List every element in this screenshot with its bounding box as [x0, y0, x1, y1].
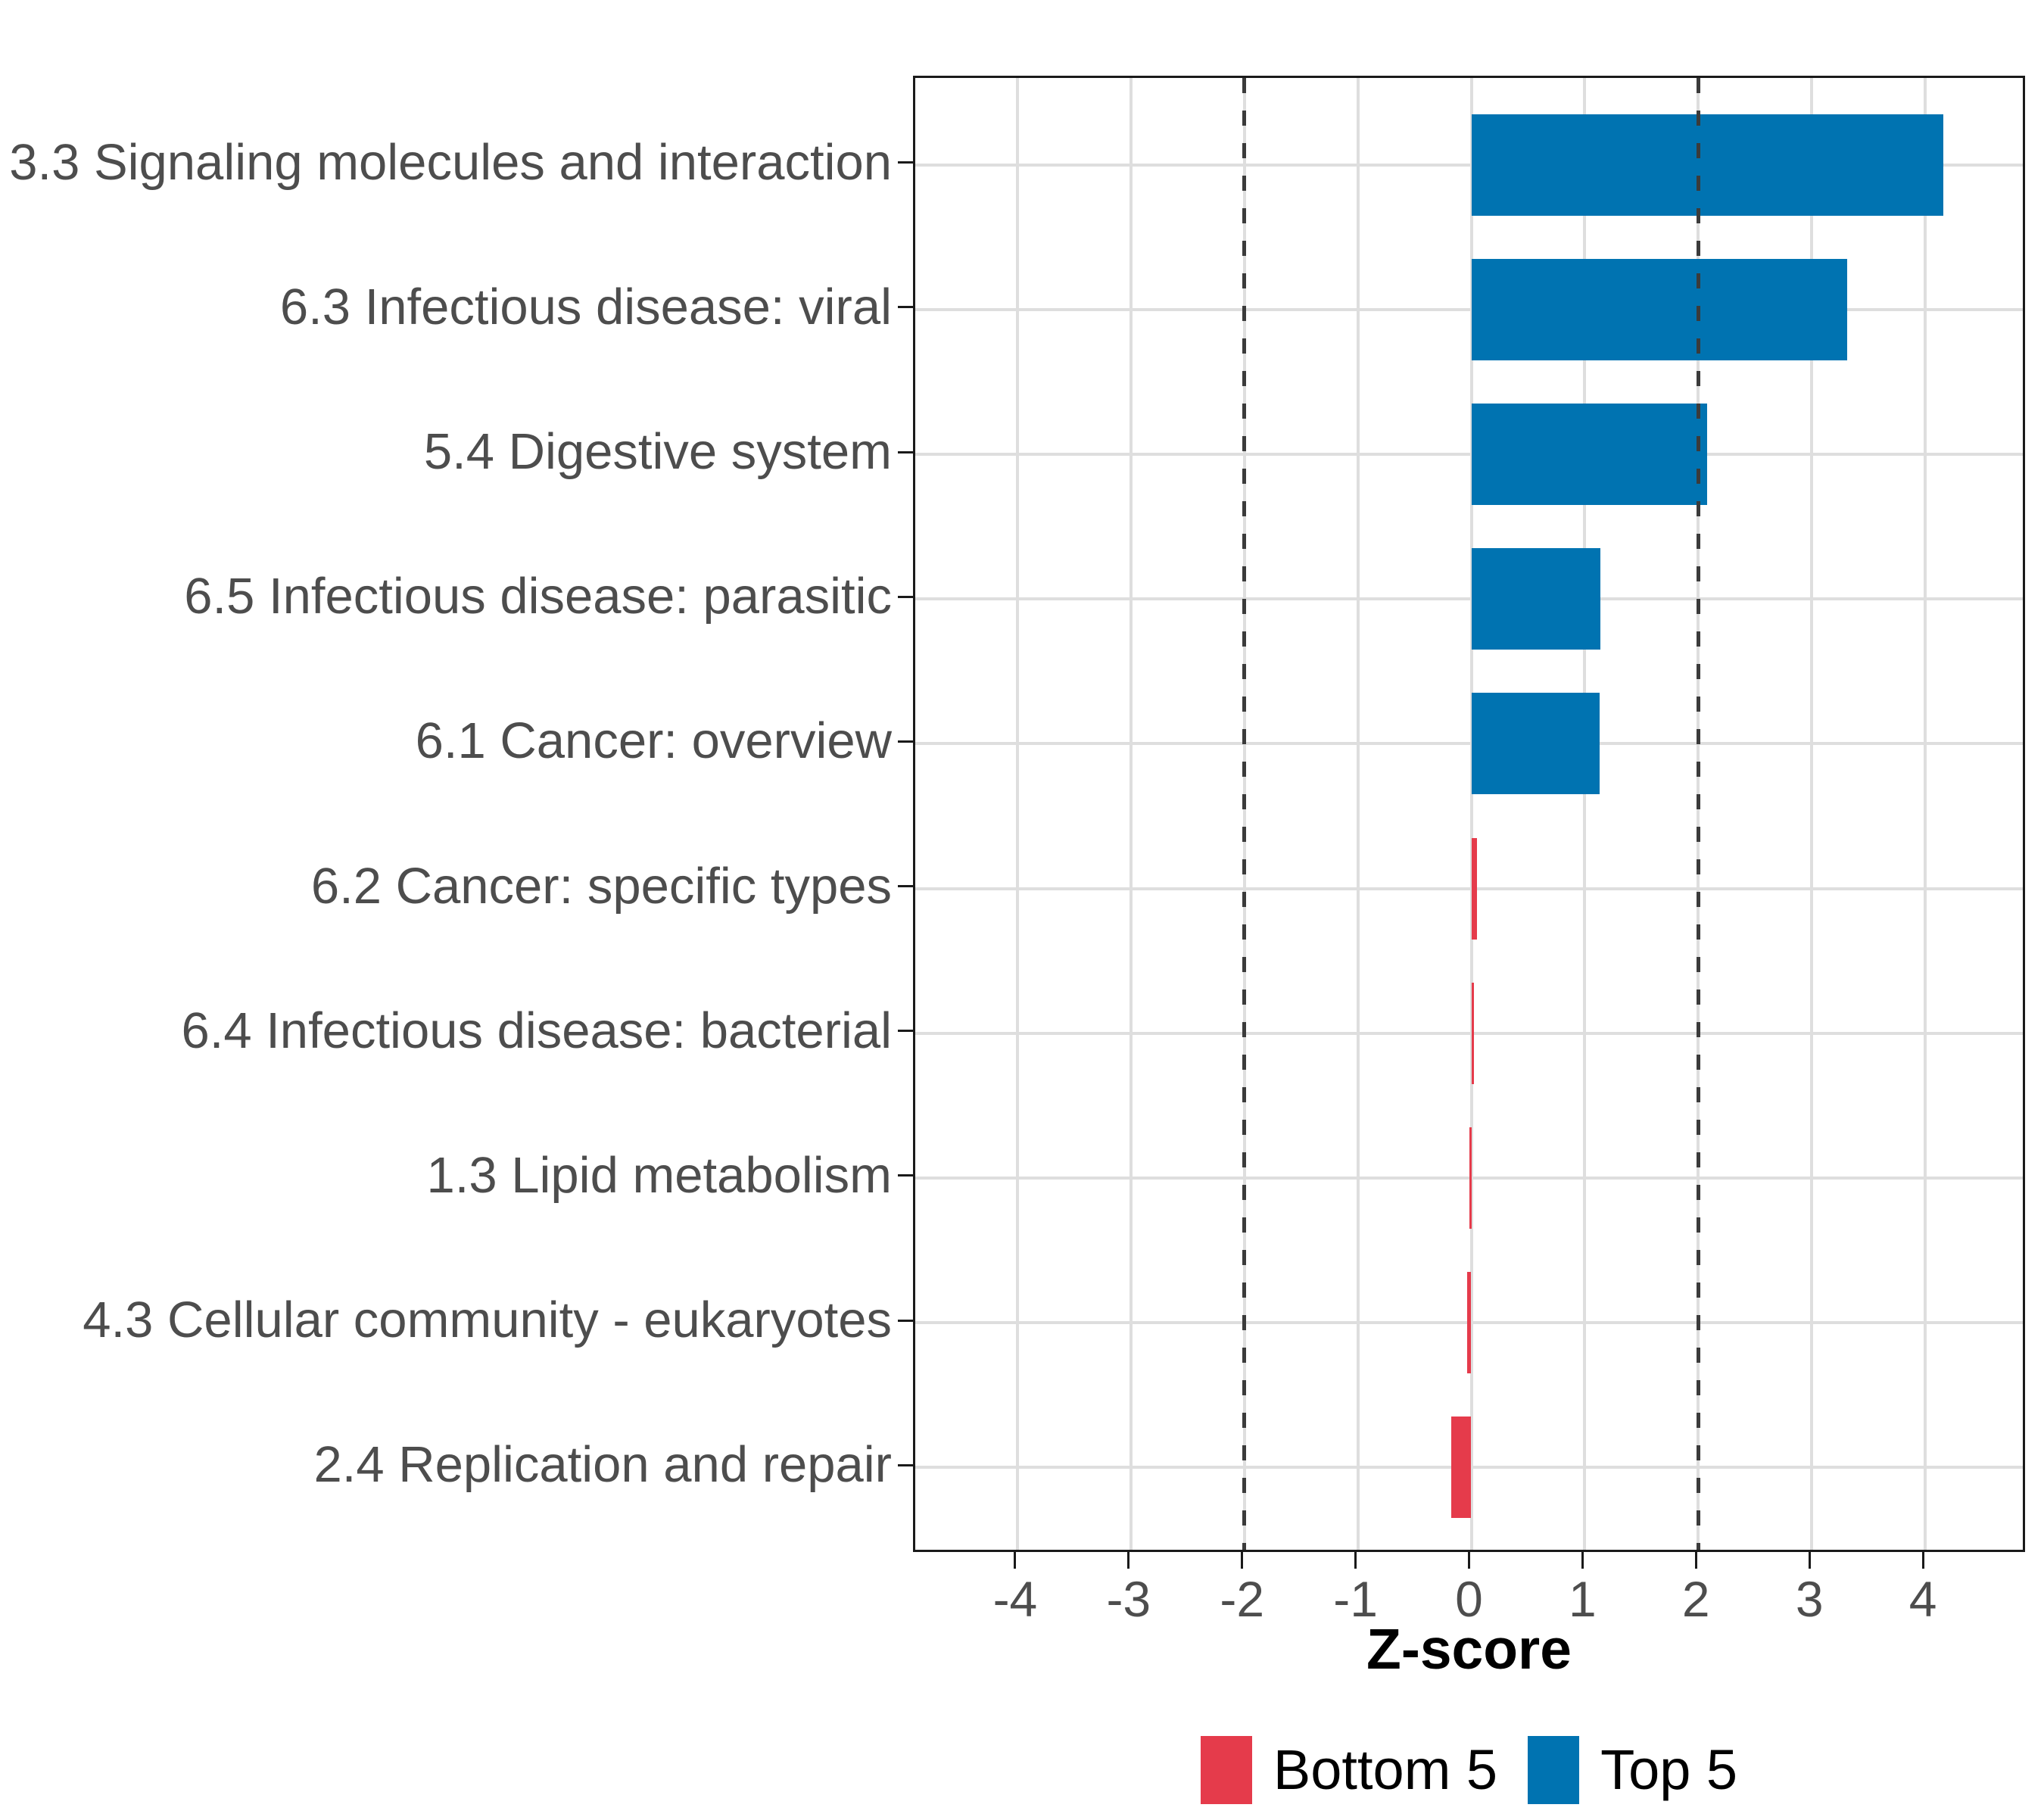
legend: Bottom 5 Top 5: [913, 1736, 2025, 1804]
x-tick-label: 1: [1569, 1571, 1597, 1627]
y-tick: [898, 885, 913, 888]
category-label: 6.2 Cancer: specific types: [310, 857, 892, 915]
grid-line-y: [915, 597, 2023, 601]
x-tick: [1241, 1552, 1244, 1569]
grid-line-x--3: [1129, 78, 1133, 1550]
grid-line-y: [915, 163, 2023, 167]
bar-6: [1471, 837, 1477, 940]
legend-label: Top 5: [1600, 1738, 1738, 1801]
y-tick: [898, 306, 913, 309]
category-label: 3.3 Signaling molecules and interaction: [9, 133, 892, 191]
x-tick: [1127, 1552, 1130, 1569]
x-tick-label: 4: [1908, 1571, 1937, 1627]
legend-entry: Top 5: [1528, 1736, 1737, 1804]
bar-7: [1471, 982, 1474, 1084]
bar-3: [1471, 404, 1708, 506]
x-tick-label: -2: [1220, 1571, 1265, 1627]
grid-line-y: [915, 453, 2023, 457]
grid-line-y: [915, 887, 2023, 890]
legend-swatch-bottom-5: [1200, 1736, 1252, 1804]
x-tick-label: -3: [1106, 1571, 1151, 1627]
category-label: 1.3 Lipid metabolism: [426, 1146, 892, 1204]
bar-9: [1466, 1272, 1472, 1374]
grid-line-y: [915, 1031, 2023, 1035]
x-tick: [1694, 1552, 1697, 1569]
grid-line-x--1: [1356, 78, 1360, 1550]
category-label: 4.3 Cellular community - eukaryotes: [83, 1292, 892, 1349]
x-tick: [1354, 1552, 1357, 1569]
legend-label: Bottom 5: [1273, 1738, 1498, 1801]
category-label: 6.4 Infectious disease: bacterial: [181, 1002, 892, 1059]
y-tick: [898, 1174, 913, 1177]
bar-8: [1469, 1127, 1472, 1229]
y-tick: [898, 1030, 913, 1033]
category-label: 2.4 Replication and repair: [313, 1436, 892, 1494]
y-tick: [898, 595, 913, 598]
x-tick-label: 0: [1455, 1571, 1483, 1627]
x-tick: [1808, 1552, 1811, 1569]
bar-5: [1471, 693, 1600, 795]
grid-line-y: [915, 742, 2023, 746]
y-tick: [898, 1319, 913, 1322]
legend-entry: Bottom 5: [1200, 1736, 1498, 1804]
grid-line-x-3: [1810, 78, 1814, 1550]
bar-10: [1450, 1417, 1472, 1519]
reference-line-2: [1696, 78, 1700, 1550]
x-tick-label: 3: [1795, 1571, 1824, 1627]
plot-panel: [913, 76, 2025, 1552]
bar-2: [1471, 258, 1847, 360]
grid-line-x-0: [1469, 78, 1473, 1550]
x-axis-title: Z-score: [1366, 1617, 1572, 1681]
category-label: 5.4 Digestive system: [423, 423, 892, 481]
x-tick-label: -4: [992, 1571, 1038, 1627]
x-tick-label: 2: [1681, 1571, 1710, 1627]
bar-1: [1471, 114, 1944, 216]
reference-line--2: [1242, 78, 1247, 1550]
category-label: 6.3 Infectious disease: viral: [279, 278, 892, 335]
grid-line-y: [915, 307, 2023, 311]
y-tick: [898, 1463, 913, 1466]
category-label: 6.1 Cancer: overview: [415, 712, 892, 770]
bar-4: [1471, 548, 1601, 650]
x-tick-label: -1: [1333, 1571, 1378, 1627]
y-tick: [898, 740, 913, 743]
x-tick: [1014, 1552, 1017, 1569]
category-label: 6.5 Infectious disease: parasitic: [184, 568, 892, 625]
x-tick: [1581, 1552, 1584, 1569]
grid-line-x-4: [1924, 78, 1927, 1550]
x-tick: [1468, 1552, 1470, 1569]
grid-line-x--4: [1015, 78, 1019, 1550]
grid-line-x-1: [1583, 78, 1587, 1550]
legend-swatch-top-5: [1528, 1736, 1580, 1804]
y-tick: [898, 161, 913, 164]
x-tick: [1921, 1552, 1924, 1569]
y-tick: [898, 450, 913, 453]
